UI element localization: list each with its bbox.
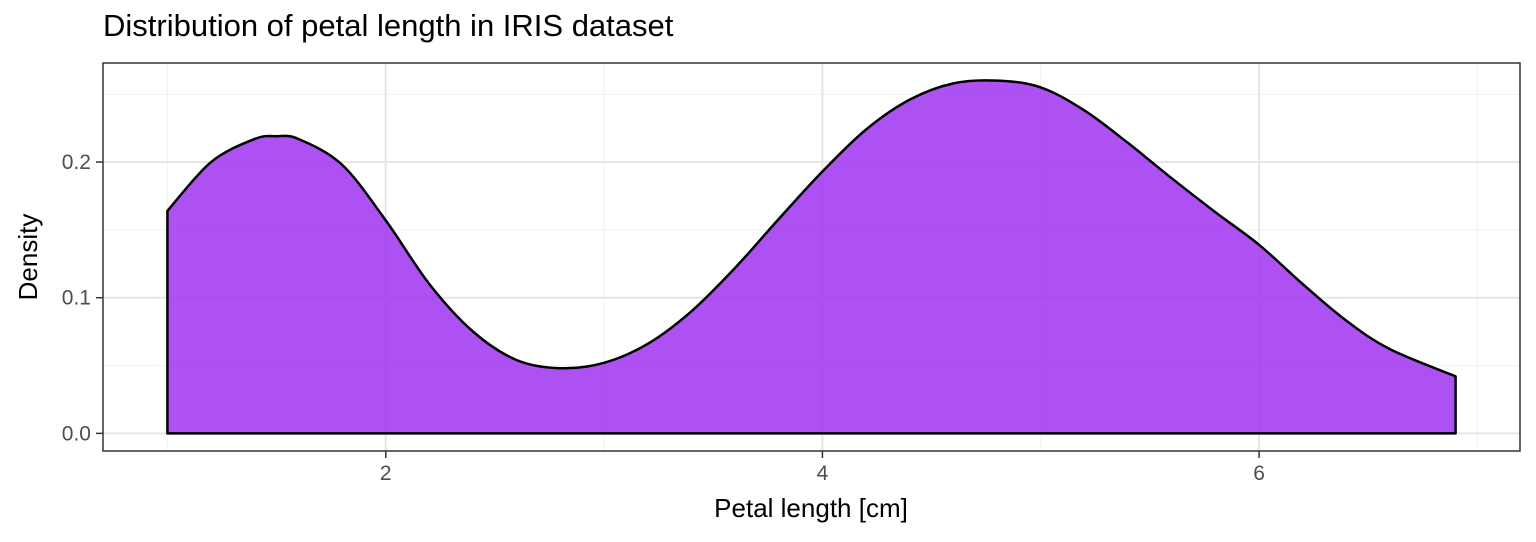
chart-title: Distribution of petal length in IRIS dat… [103,8,674,43]
y-tick-label: 0.1 [62,287,91,310]
y-tick-label: 0.0 [62,422,91,445]
x-tick-label: 6 [1253,462,1265,485]
y-tick-label: 0.2 [62,151,91,174]
plot-border [102,62,1521,452]
x-tick-label: 2 [380,462,392,485]
data-layer [166,79,1457,435]
x-tick-label: 4 [817,462,829,485]
x-axis-title: Petal length [cm] [714,493,908,523]
y-axis-title: Density [13,214,43,301]
density-area [166,79,1457,435]
axis-layer: 2 4 6 0.0 0.1 0.2 [62,62,1521,485]
